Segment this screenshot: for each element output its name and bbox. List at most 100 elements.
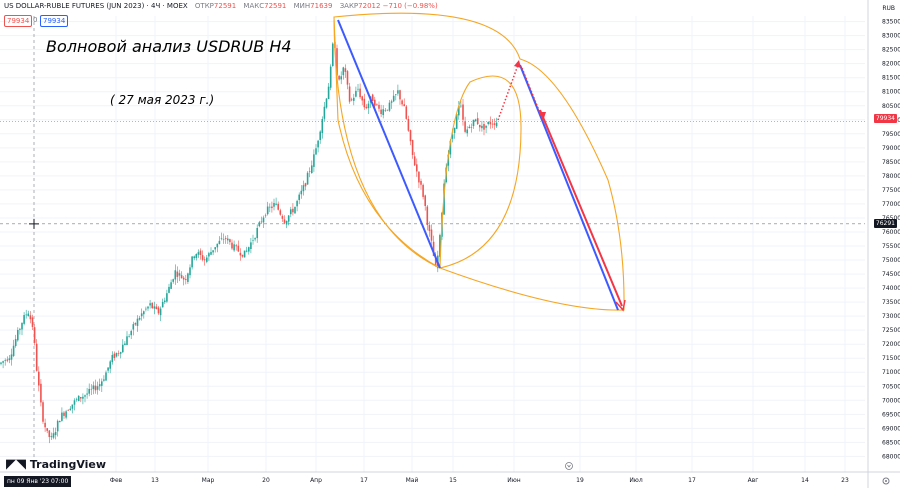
candle-body <box>134 322 137 325</box>
candle-body <box>96 386 99 390</box>
candle-body <box>94 385 97 391</box>
candle-body <box>304 183 307 187</box>
candle-body <box>380 109 382 115</box>
high-value: 72591 <box>264 2 287 10</box>
candle-body <box>279 210 282 215</box>
candle-body <box>50 436 53 438</box>
y-tick-label: 68500 <box>882 439 900 446</box>
candle-body <box>357 88 359 90</box>
candle-body <box>239 252 242 256</box>
candle-body <box>332 43 334 66</box>
candle-body <box>210 251 212 255</box>
y-tick-label: 80500 <box>882 103 900 110</box>
candle-body <box>430 229 433 241</box>
candle-body <box>231 242 233 249</box>
candle-body <box>203 259 206 261</box>
scroll-to-realtime-icon[interactable] <box>565 462 573 470</box>
y-tick-label: 78000 <box>882 173 900 180</box>
candle-body <box>40 383 42 403</box>
candle-body <box>4 360 6 361</box>
candle-body <box>48 430 51 437</box>
candle-body <box>119 352 122 354</box>
candle-body <box>77 395 80 401</box>
candle-body <box>336 48 338 76</box>
candle-body <box>382 109 384 116</box>
candle-body <box>315 148 317 155</box>
candle-body <box>485 125 487 128</box>
x-tick-label: Фев <box>110 477 123 484</box>
candle-body <box>409 130 412 142</box>
candle-body <box>464 121 466 132</box>
arrowhead-down <box>539 112 546 121</box>
settings-gear-icon[interactable] <box>881 476 891 486</box>
tradingview-logo[interactable]: ◤◥ TradingView <box>6 457 106 472</box>
candle-body <box>80 397 82 399</box>
candle-body <box>378 104 380 109</box>
candle-body <box>468 126 471 128</box>
wave-ellipse-inner <box>439 75 522 269</box>
candle-body <box>101 381 103 386</box>
candle-body <box>111 354 114 363</box>
candle-body <box>350 99 353 101</box>
candle-body <box>283 219 286 223</box>
candle-body <box>460 105 462 107</box>
arrowhead-target <box>615 299 626 312</box>
candle-body <box>92 385 95 390</box>
y-tick-label: 82500 <box>882 47 900 54</box>
candle-body <box>130 331 132 336</box>
ask-pill[interactable]: 79934 <box>40 15 69 27</box>
y-tick-label: 73500 <box>882 299 900 306</box>
candle-body <box>365 106 368 109</box>
candle-body <box>172 279 174 282</box>
candle-body <box>23 315 25 324</box>
candle-body <box>434 256 437 267</box>
x-tick-label: 20 <box>262 477 270 484</box>
candle-body <box>258 222 261 227</box>
candle-body <box>319 131 321 141</box>
last-price-label: 79934 <box>873 114 897 123</box>
candle-body <box>151 302 153 309</box>
candle-body <box>21 322 23 330</box>
symbol-name[interactable]: US DOLLAR-RUBLE FUTURES (JUN 2023) · 4Ч … <box>4 2 188 10</box>
candle-body <box>453 127 456 133</box>
candle-body <box>185 279 187 281</box>
candle-body <box>56 420 59 432</box>
candle-body <box>371 94 374 101</box>
candle-body <box>313 154 315 167</box>
candle-body <box>298 194 300 201</box>
candle-body <box>59 421 61 423</box>
candle-body <box>233 244 235 251</box>
candle-body <box>413 156 416 166</box>
candle-body <box>271 206 273 209</box>
candle-body <box>29 315 32 320</box>
candle-body <box>33 327 36 343</box>
candle-body <box>424 195 426 206</box>
y-tick-label: 76000 <box>882 229 900 236</box>
candle-body <box>428 225 431 231</box>
candle-body <box>61 412 63 421</box>
currency-label[interactable]: RUB <box>882 5 895 12</box>
annotation-title: Волновой анализ USDRUB H4 <box>46 37 292 56</box>
candle-body <box>25 314 27 316</box>
candle-body <box>224 238 227 240</box>
candle-body <box>147 306 149 309</box>
candle-body <box>367 103 370 109</box>
y-tick-label: 77500 <box>882 187 900 194</box>
candle-body <box>296 200 298 207</box>
candle-body <box>479 124 481 128</box>
candle-body <box>390 101 393 103</box>
candle-body <box>136 318 139 326</box>
candle-body <box>35 343 38 371</box>
candle-body <box>2 361 4 363</box>
projection-red-line <box>539 109 623 307</box>
candle-body <box>439 235 441 257</box>
candle-body <box>374 99 376 106</box>
y-tick-label: 81500 <box>882 75 900 82</box>
candle-body <box>342 67 345 76</box>
bid-pill[interactable]: 79934 <box>4 15 33 27</box>
y-tick-label: 73000 <box>882 313 900 320</box>
candle-body <box>474 119 477 122</box>
candle-body <box>260 221 263 223</box>
x-tick-label: Июн <box>507 477 521 484</box>
